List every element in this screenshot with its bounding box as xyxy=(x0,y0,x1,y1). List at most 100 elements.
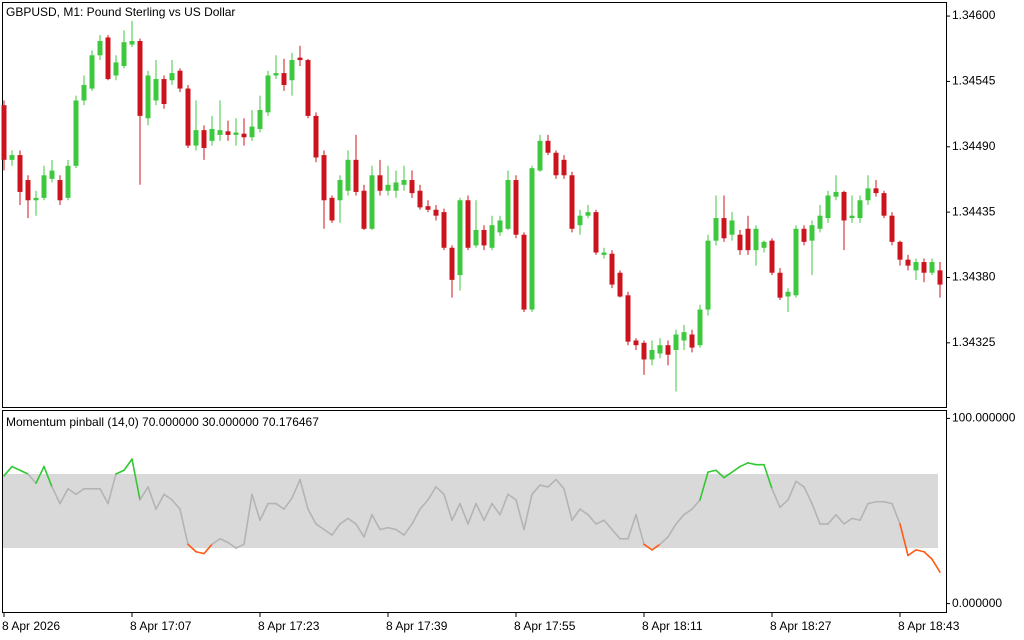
momentum-segment xyxy=(435,486,445,496)
momentum-segment xyxy=(483,502,493,522)
candle-body xyxy=(145,75,151,119)
candle-body xyxy=(665,345,671,355)
candle-body xyxy=(345,159,351,191)
candle-body xyxy=(137,41,143,116)
momentum-segment xyxy=(659,536,669,546)
candle-body xyxy=(817,215,823,229)
candle-body xyxy=(217,130,223,135)
momentum-segment xyxy=(43,465,53,488)
momentum-segment xyxy=(259,502,269,522)
candle-body xyxy=(801,228,807,242)
candle-body xyxy=(849,215,855,219)
candle-body xyxy=(121,42,127,66)
candle-body xyxy=(321,155,327,201)
candle-body xyxy=(481,229,487,246)
candle-body xyxy=(65,165,71,198)
candle-body xyxy=(233,132,239,135)
candle-body xyxy=(433,209,439,216)
candle-body xyxy=(305,60,311,116)
momentum-segment xyxy=(179,508,189,546)
momentum-segment xyxy=(275,502,285,510)
momentum-segment xyxy=(907,549,917,557)
momentum-segment xyxy=(371,513,381,531)
candle-body xyxy=(905,259,911,266)
momentum-segment xyxy=(331,523,341,536)
candle-body xyxy=(865,188,871,201)
candle-body xyxy=(425,206,431,210)
candle-body xyxy=(545,140,551,153)
x-tick-label: 8 Apr 17:23 xyxy=(258,619,320,633)
candle-body xyxy=(73,100,79,166)
candle-body xyxy=(465,200,471,248)
chart-title: GBPUSD, M1: Pound Sterling vs US Dollar xyxy=(6,5,235,19)
momentum-segment xyxy=(299,478,309,510)
candle-body xyxy=(537,140,543,171)
momentum-segment xyxy=(203,543,213,555)
candle-body xyxy=(265,75,271,113)
candle-body xyxy=(129,41,135,45)
candle-body xyxy=(401,180,407,185)
candle-body xyxy=(777,272,783,298)
momentum-segment xyxy=(891,502,901,525)
momentum-segment xyxy=(555,478,565,490)
momentum-segment xyxy=(283,497,293,510)
momentum-segment xyxy=(355,523,365,538)
candle-body xyxy=(473,229,479,246)
momentum-segment xyxy=(475,502,485,522)
momentum-segment xyxy=(715,469,725,479)
candle-body xyxy=(113,62,119,76)
momentum-segment xyxy=(787,480,797,501)
candle-body xyxy=(625,295,631,342)
momentum-segment xyxy=(731,465,741,473)
candle-body xyxy=(209,128,215,141)
momentum-segment xyxy=(387,526,397,531)
candle-body xyxy=(417,190,423,208)
candle-body xyxy=(89,55,95,89)
candle-body xyxy=(793,228,799,296)
candle-body xyxy=(1,105,7,160)
candle-body xyxy=(601,252,607,255)
x-tick-label: 8 Apr 2026 xyxy=(2,619,60,633)
momentum-segment xyxy=(635,513,645,546)
momentum-segment xyxy=(427,486,437,501)
candle-body xyxy=(513,180,519,235)
momentum-segment xyxy=(579,508,589,516)
candle-body xyxy=(449,247,455,280)
candle-body xyxy=(561,159,567,176)
candle-body xyxy=(681,332,687,341)
candle-body xyxy=(169,73,175,81)
candle-body xyxy=(97,41,103,56)
momentum-segment xyxy=(771,487,781,509)
x-tick-label: 8 Apr 18:27 xyxy=(770,619,832,633)
candle-body xyxy=(881,193,887,216)
momentum-segment xyxy=(827,513,837,525)
candle-body xyxy=(409,180,415,194)
momentum-segment xyxy=(403,523,413,536)
momentum-segment xyxy=(627,513,637,540)
momentum-segment xyxy=(515,499,525,531)
momentum-segment xyxy=(227,541,237,549)
momentum-segment xyxy=(803,486,813,505)
y-tick-label: 1.34490 xyxy=(952,139,996,153)
candle-body xyxy=(377,175,383,191)
x-tick-label: 8 Apr 17:55 xyxy=(514,619,576,633)
candle-body xyxy=(193,130,199,146)
momentum-segment xyxy=(395,528,405,536)
candle-body xyxy=(249,126,255,138)
candle-body xyxy=(225,131,231,135)
candle-body xyxy=(201,130,207,148)
candle-body xyxy=(393,182,399,191)
momentum-segment xyxy=(539,484,549,488)
momentum-segment xyxy=(451,502,461,522)
momentum-segment xyxy=(547,478,557,488)
momentum-segment xyxy=(699,471,709,501)
momentum-segment xyxy=(315,523,325,531)
momentum-segment xyxy=(443,493,453,522)
momentum-segment xyxy=(491,502,501,516)
momentum-segment xyxy=(195,550,205,555)
candle-body xyxy=(369,175,375,229)
momentum-segment xyxy=(571,508,581,522)
momentum-segment xyxy=(19,469,29,475)
momentum-segment xyxy=(219,537,229,544)
momentum-segment xyxy=(683,508,693,516)
